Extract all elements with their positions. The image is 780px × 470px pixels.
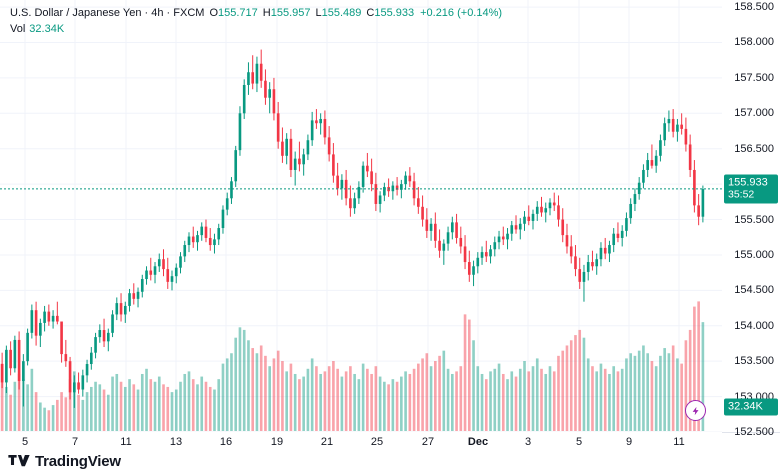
price-axis-tick: 152.500 [734, 426, 774, 438]
high-value: 155.957 [270, 7, 311, 19]
price-axis-tick: 158.000 [734, 36, 774, 49]
time-axis[interactable]: 5 7 11 13 16 19 21 25 27 Dec 3 5 9 11 [0, 432, 722, 454]
close-value: 155.933 [374, 7, 415, 19]
low-value: 155.489 [321, 7, 362, 19]
candles [0, 49, 705, 408]
price-axis-tick: 155.000 [734, 248, 774, 261]
lightning-bolt-glyph [692, 406, 699, 415]
price-axis-tick: 157.000 [734, 107, 774, 120]
time-axis-tick: 25 [370, 436, 384, 448]
price-axis-tick: 154.500 [734, 284, 774, 297]
time-axis-tick: 5 [21, 436, 29, 448]
chart-footer: TradingView [0, 454, 780, 470]
price-axis-tick: 154.000 [734, 319, 774, 332]
time-axis-tick: 5 [575, 436, 583, 448]
volume-badge[interactable]: 32.34K [724, 398, 778, 416]
volume-bars [0, 301, 705, 431]
time-axis-tick: 13 [169, 436, 183, 448]
tradingview-logo-text: TradingView [35, 453, 121, 470]
low-label: L [315, 7, 322, 19]
time-axis-tick: 9 [625, 436, 633, 448]
volume-value: 32.34K [29, 23, 65, 35]
price-axis-tick: 156.500 [734, 142, 774, 155]
legend-row-ohlc: U.S. Dollar / Japanese Yen · 4h · FXCM O1… [10, 6, 502, 21]
open-value: 155.717 [218, 7, 258, 19]
grid-lines [0, 0, 722, 432]
time-axis-tick: 11 [120, 436, 132, 448]
time-axis-tick: 27 [421, 436, 435, 448]
time-axis-tick: 3 [524, 436, 532, 448]
price-axis-tick: 155.500 [734, 213, 774, 226]
change-value: +0.216 (+0.14%) [420, 7, 503, 19]
volume-label: Vol [10, 23, 26, 35]
open-label: O [209, 7, 218, 19]
symbol-title[interactable]: U.S. Dollar / Japanese Yen · 4h · FXCM [10, 7, 205, 19]
chart-plot-area[interactable] [0, 0, 722, 432]
lightning-bolt-icon[interactable] [685, 400, 707, 421]
time-axis-tick: Dec [467, 436, 489, 448]
price-axis[interactable]: 158.500158.000157.500157.000156.500156.0… [722, 0, 780, 438]
time-axis-tick: 7 [71, 436, 79, 448]
high-label: H [262, 7, 271, 19]
price-axis-tick: 158.500 [734, 1, 774, 14]
chart-legend: U.S. Dollar / Japanese Yen · 4h · FXCM O1… [10, 6, 502, 37]
time-axis-tick: 16 [219, 436, 233, 448]
bar-countdown-value: 35:52 [728, 188, 755, 201]
close-label: C [366, 7, 375, 19]
time-axis-tick: 11 [673, 436, 685, 448]
legend-row-volume: Vol 32.34K [10, 22, 502, 37]
candlestick-chart-svg [0, 0, 722, 432]
tradingview-logo[interactable]: TradingView [8, 454, 121, 469]
time-axis-tick: 21 [320, 436, 334, 448]
time-axis-tick: 19 [270, 436, 284, 448]
current-price-badge[interactable]: 155.933 35:52 [724, 174, 778, 204]
tradingview-logo-mark [8, 455, 30, 467]
price-axis-tick: 157.500 [734, 71, 774, 84]
current-price-value: 155.933 [728, 176, 768, 189]
price-axis-tick: 153.500 [734, 355, 774, 368]
